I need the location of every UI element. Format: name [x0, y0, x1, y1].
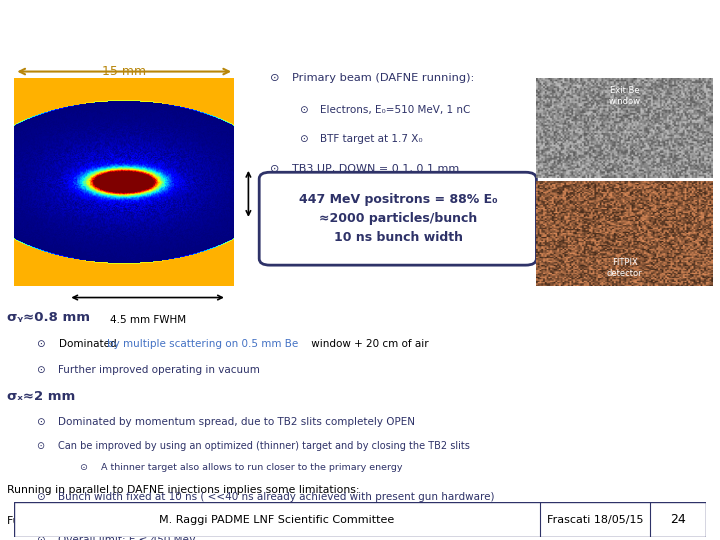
Text: TB4 LEFT, RIGHT = OPEN: TB4 LEFT, RIGHT = OPEN: [292, 195, 432, 205]
Text: Further improved operating in vacuum: Further improved operating in vacuum: [58, 366, 259, 375]
Text: ⊙: ⊙: [36, 525, 45, 536]
Text: ⊙: ⊙: [299, 105, 307, 115]
Text: 24: 24: [670, 513, 686, 526]
Text: Bunch width fixed at 10 ns ( <<40 ns already achieved with present gun hardware): Bunch width fixed at 10 ns ( <<40 ns alr…: [58, 492, 494, 502]
Text: 15 mm: 15 mm: [102, 65, 146, 78]
Text: 447 MeV positrons = 88% E₀
≈2000 particles/bunch
10 ns bunch width: 447 MeV positrons = 88% E₀ ≈2000 particl…: [299, 193, 498, 244]
Text: by multiple scattering on 0.5 mm Be: by multiple scattering on 0.5 mm Be: [107, 340, 298, 349]
Text: 4.5 mm FWHM: 4.5 mm FWHM: [109, 315, 186, 325]
Text: ⊙: ⊙: [36, 441, 44, 451]
Text: A thinner target also allows to run closer to the primary energy: A thinner target also allows to run clos…: [101, 463, 402, 471]
Text: Electrons, E₀=510 MeV, 1 nC: Electrons, E₀=510 MeV, 1 nC: [320, 105, 471, 115]
Text: Exit Be
window: Exit Be window: [608, 86, 641, 106]
Text: ⊙: ⊙: [270, 73, 279, 83]
Text: FITPIX
detector: FITPIX detector: [607, 258, 642, 278]
Text: Frascati 18/05/15: Frascati 18/05/15: [546, 515, 643, 525]
Text: TB3 UP, DOWN = 0.1, 0.1 mm: TB3 UP, DOWN = 0.1, 0.1 mm: [292, 164, 459, 174]
Text: ⊙: ⊙: [79, 463, 87, 471]
Text: Can be improved by using an optimized (thinner) target and by closing the TB2 sl: Can be improved by using an optimized (t…: [58, 441, 469, 451]
Text: Running in parallel to DAFNE injections implies some limitations:: Running in parallel to DAFNE injections …: [7, 484, 360, 495]
Text: E₀<Eₘₐₓ(550 MeV): E₀<Eₘₐₓ(550 MeV): [58, 505, 152, 515]
Text: σᵧ≈0.8 mm: σᵧ≈0.8 mm: [7, 310, 90, 323]
Text: Primary beam (DAFNE running):: Primary beam (DAFNE running):: [292, 73, 474, 83]
Text: TB1 and TB2 = OPEN: TB1 and TB2 = OPEN: [292, 225, 410, 235]
Text: BTF target at 1.7 X₀: BTF target at 1.7 X₀: [320, 134, 423, 144]
Text: Dominated by momentum spread, due to TB2 slits completely OPEN: Dominated by momentum spread, due to TB2…: [58, 417, 415, 427]
Text: Further limitation if BTF target is used for positron production (DAFNE needs bo: Further limitation if BTF target is used…: [7, 516, 513, 526]
Text: ⊙: ⊙: [36, 505, 45, 515]
Text: E<E₀ in order to have 10³-10⁴ particles/pulse: E<E₀ in order to have 10³-10⁴ particles/…: [58, 525, 292, 536]
Text: Dominated: Dominated: [59, 340, 120, 349]
Text: window + 20 cm of air: window + 20 cm of air: [308, 340, 429, 349]
Text: ⊙: ⊙: [270, 225, 279, 235]
FancyBboxPatch shape: [259, 172, 536, 265]
Text: ⊙: ⊙: [36, 417, 45, 427]
Text: Overall limit: E ≤ 450 MeV: Overall limit: E ≤ 450 MeV: [58, 535, 196, 540]
Text: ⊙: ⊙: [36, 340, 45, 349]
Text: 2 mm
FWHM: 2 mm FWHM: [259, 183, 292, 205]
Text: Very preliminary results from BTF tests: Very preliminary results from BTF tests: [20, 18, 700, 47]
Text: ⊙: ⊙: [270, 164, 279, 174]
Text: ⊙: ⊙: [36, 366, 45, 375]
Text: ⊙: ⊙: [299, 134, 307, 144]
Text: ⊙: ⊙: [270, 195, 279, 205]
Text: σₓ≈2 mm: σₓ≈2 mm: [7, 390, 76, 403]
Text: M. Raggi PADME LNF Scientific Committee: M. Raggi PADME LNF Scientific Committee: [159, 515, 395, 525]
Text: ⊙: ⊙: [36, 535, 45, 540]
Text: ⊙: ⊙: [36, 492, 45, 502]
